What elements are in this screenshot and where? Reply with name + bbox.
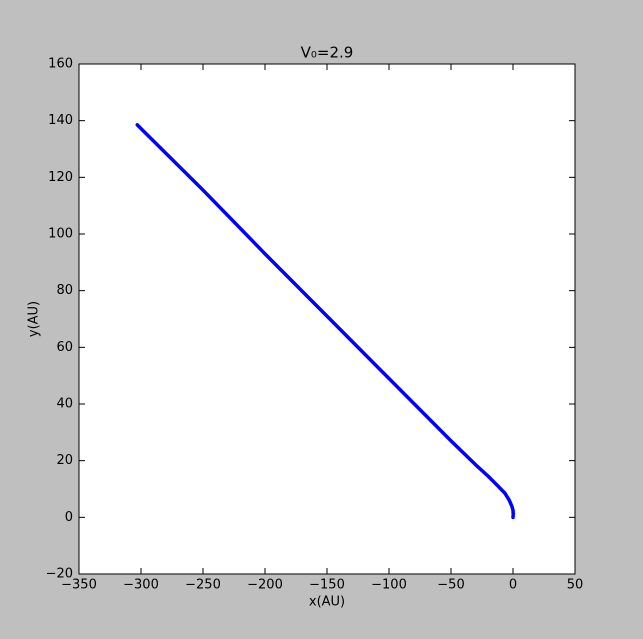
y-tick-label: 100 [48,227,73,242]
x-tick-label: −50 [437,578,464,593]
x-tick-label: 50 [567,578,584,593]
x-tick-label: −250 [185,578,221,593]
y-tick-label: 120 [48,170,73,185]
y-tick-label: 0 [65,510,73,525]
trajectory-line [135,123,515,520]
x-tick-label: −150 [309,578,345,593]
x-axis-label: x(AU) [309,595,345,610]
y-tick-label: 160 [48,57,73,72]
chart-title: V₀=2.9 [301,44,354,62]
x-tick-label: −100 [371,578,407,593]
y-tick-label: 40 [56,397,73,412]
y-tick-label: 80 [56,283,73,298]
x-tick-label: −200 [247,578,283,593]
y-axis-label: y(AU) [27,301,42,337]
x-tick-label: −350 [61,578,97,593]
y-tick-label: −20 [46,567,73,582]
y-tick-label: 20 [56,453,73,468]
y-tick-label: 140 [48,113,73,128]
x-tick-label: 0 [509,578,517,593]
y-tick-label: 60 [56,340,73,355]
x-tick-label: −300 [123,578,159,593]
